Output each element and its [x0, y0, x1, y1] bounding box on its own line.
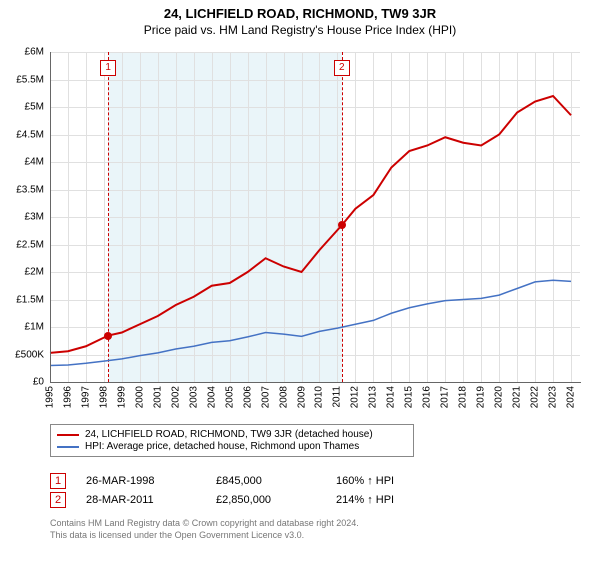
chart-subtitle: Price paid vs. HM Land Registry's House … — [0, 23, 600, 37]
sale-price: £845,000 — [216, 475, 336, 487]
ytick-label: £500K — [4, 349, 44, 360]
xtick-label: 2006 — [242, 386, 253, 408]
sale-row: 1 26-MAR-1998£845,000160% ↑ HPI — [50, 473, 394, 489]
xtick-label: 2019 — [476, 386, 487, 408]
footnote-line-1: Contains HM Land Registry data © Crown c… — [50, 518, 359, 530]
xtick-label: 2012 — [350, 386, 361, 408]
footnote-line-2: This data is licensed under the Open Gov… — [50, 530, 359, 542]
chart-axes — [50, 52, 581, 383]
xtick-label: 2020 — [494, 386, 505, 408]
sales-table: 1 26-MAR-1998£845,000160% ↑ HPI 2 28-MAR-20… — [50, 470, 394, 511]
chart-container: { "title": "24, LICHFIELD ROAD, RICHMOND… — [0, 6, 600, 566]
xtick-label: 2021 — [512, 386, 523, 408]
xtick-label: 2022 — [530, 386, 541, 408]
ytick-label: £3M — [4, 212, 44, 223]
xtick-label: 1999 — [116, 386, 127, 408]
legend: 24, LICHFIELD ROAD, RICHMOND, TW9 3JR (d… — [50, 424, 414, 457]
xtick-label: 2017 — [440, 386, 451, 408]
ytick-label: £4M — [4, 157, 44, 168]
xtick-label: 2007 — [260, 386, 271, 408]
ytick-label: £2.5M — [4, 239, 44, 250]
xtick-label: 2005 — [224, 386, 235, 408]
legend-swatch — [57, 434, 79, 436]
xtick-label: 2018 — [458, 386, 469, 408]
ytick-label: £1.5M — [4, 294, 44, 305]
xtick-label: 1996 — [62, 386, 73, 408]
xtick-label: 2009 — [296, 386, 307, 408]
xtick-label: 2002 — [170, 386, 181, 408]
ytick-label: £6M — [4, 47, 44, 58]
xtick-label: 2013 — [368, 386, 379, 408]
xtick-label: 2023 — [548, 386, 559, 408]
xtick-label: 2008 — [278, 386, 289, 408]
legend-row: 24, LICHFIELD ROAD, RICHMOND, TW9 3JR (d… — [57, 429, 407, 440]
sale-row-marker: 1 — [50, 473, 66, 489]
sale-vs-hpi: 160% ↑ HPI — [336, 475, 394, 487]
xtick-label: 1998 — [98, 386, 109, 408]
xtick-label: 2016 — [422, 386, 433, 408]
xtick-label: 2003 — [188, 386, 199, 408]
sale-date: 28-MAR-2011 — [86, 494, 216, 506]
xtick-label: 2001 — [152, 386, 163, 408]
sale-date: 26-MAR-1998 — [86, 475, 216, 487]
legend-swatch — [57, 446, 79, 448]
xtick-label: 2024 — [566, 386, 577, 408]
legend-label: HPI: Average price, detached house, Rich… — [85, 441, 359, 452]
xtick-label: 2015 — [404, 386, 415, 408]
sale-row: 2 28-MAR-2011£2,850,000214% ↑ HPI — [50, 492, 394, 508]
sale-price: £2,850,000 — [216, 494, 336, 506]
xtick-label: 1995 — [45, 386, 56, 408]
xtick-label: 2004 — [206, 386, 217, 408]
legend-label: 24, LICHFIELD ROAD, RICHMOND, TW9 3JR (d… — [85, 429, 373, 440]
ytick-label: £4.5M — [4, 129, 44, 140]
ytick-label: £5.5M — [4, 74, 44, 85]
xtick-label: 1997 — [80, 386, 91, 408]
xtick-label: 2011 — [332, 386, 343, 408]
ytick-label: £5M — [4, 102, 44, 113]
xtick-label: 2014 — [386, 386, 397, 408]
xtick-label: 2000 — [134, 386, 145, 408]
chart-title: 24, LICHFIELD ROAD, RICHMOND, TW9 3JR — [0, 6, 600, 21]
sale-vs-hpi: 214% ↑ HPI — [336, 494, 394, 506]
footnote: Contains HM Land Registry data © Crown c… — [50, 518, 359, 541]
sale-row-marker: 2 — [50, 492, 66, 508]
ytick-label: £0 — [4, 377, 44, 388]
legend-row: HPI: Average price, detached house, Rich… — [57, 441, 407, 452]
ytick-label: £3.5M — [4, 184, 44, 195]
ytick-label: £1M — [4, 322, 44, 333]
ytick-label: £2M — [4, 267, 44, 278]
xtick-label: 2010 — [314, 386, 325, 408]
